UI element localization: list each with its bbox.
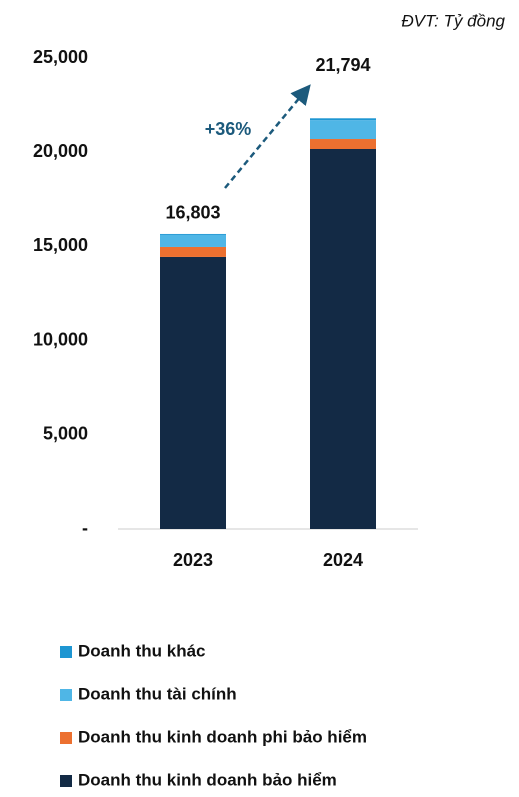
total-label: 16,803 — [165, 203, 220, 223]
bar-segment — [160, 234, 226, 247]
y-tick-label: 20,000 — [33, 141, 88, 161]
y-tick-label: 5,000 — [43, 424, 88, 444]
legend-label: Doanh thu tài chính — [78, 684, 237, 703]
legend-swatch — [60, 646, 72, 658]
x-tick-label: 2023 — [173, 550, 213, 570]
bar-segment — [310, 139, 376, 149]
y-tick-label: 10,000 — [33, 329, 88, 349]
growth-label: +36% — [205, 119, 252, 139]
growth-arrow — [224, 84, 311, 189]
total-label: 21,794 — [315, 55, 370, 75]
bar-segment — [310, 118, 376, 121]
legend-label: Doanh thu kinh doanh bảo hiểm — [78, 770, 337, 789]
legend-swatch — [60, 689, 72, 701]
bar-segment — [310, 148, 376, 529]
y-tick-label: - — [82, 518, 88, 538]
legend-swatch — [60, 732, 72, 744]
unit-note: ĐVT: Tỷ đồng — [401, 11, 505, 30]
bar-segment — [160, 256, 226, 529]
y-tick-label: 15,000 — [33, 235, 88, 255]
legend-label: Doanh thu kinh doanh phi bảo hiểm — [78, 727, 367, 746]
x-tick-label: 2024 — [323, 550, 363, 570]
y-tick-label: 25,000 — [33, 47, 88, 67]
bar-segment — [310, 120, 376, 140]
bar-segment — [160, 233, 226, 235]
legend-swatch — [60, 775, 72, 787]
legend-label: Doanh thu khác — [78, 641, 206, 660]
bar-segment — [160, 246, 226, 257]
